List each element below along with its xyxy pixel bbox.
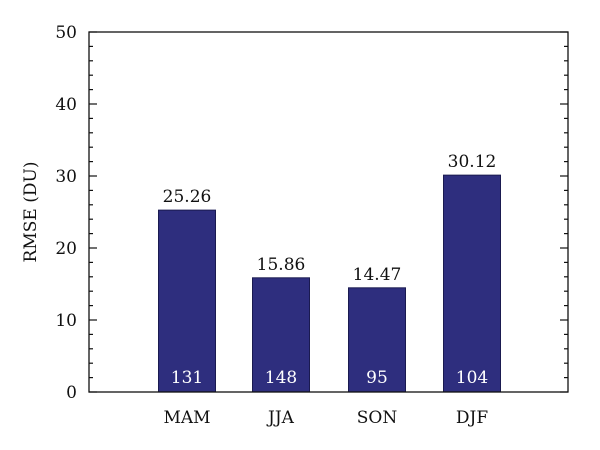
plot-frame xyxy=(88,31,569,393)
bar-value-label: 25.26 xyxy=(163,187,212,207)
bar-count-label: 104 xyxy=(456,368,488,388)
bar-count-label: 95 xyxy=(366,368,388,388)
bar-son xyxy=(348,287,406,393)
bar-mam xyxy=(158,209,216,393)
y-tick-label: 50 xyxy=(55,23,77,43)
y-tick-label: 30 xyxy=(55,167,77,187)
bar-count-label: 131 xyxy=(171,368,203,388)
bar-value-label: 30.12 xyxy=(448,152,497,172)
bar-djf xyxy=(443,174,501,393)
x-tick-label: DJF xyxy=(456,408,488,428)
x-tick-label: SON xyxy=(357,408,398,428)
bar-labels: 25.26 131 15.86 148 14.47 95 30.12 104 xyxy=(163,152,497,388)
x-tick-label: JJA xyxy=(266,408,295,428)
y-axis-ticks: 0 10 20 30 40 50 xyxy=(55,23,568,403)
y-tick-label: 20 xyxy=(55,239,77,259)
bars xyxy=(158,174,501,393)
y-tick-label: 40 xyxy=(55,95,77,115)
bar-count-label: 148 xyxy=(265,368,297,388)
y-tick-label: 10 xyxy=(55,311,77,331)
x-axis-tick-labels: MAM JJA SON DJF xyxy=(163,408,488,428)
bar-value-label: 15.86 xyxy=(257,255,306,275)
bar-jja xyxy=(252,277,310,393)
y-axis-label: RMSE (DU) xyxy=(21,162,41,263)
bar-value-label: 14.47 xyxy=(353,265,402,285)
y-tick-label: 0 xyxy=(66,383,77,403)
x-tick-label: MAM xyxy=(163,408,210,428)
